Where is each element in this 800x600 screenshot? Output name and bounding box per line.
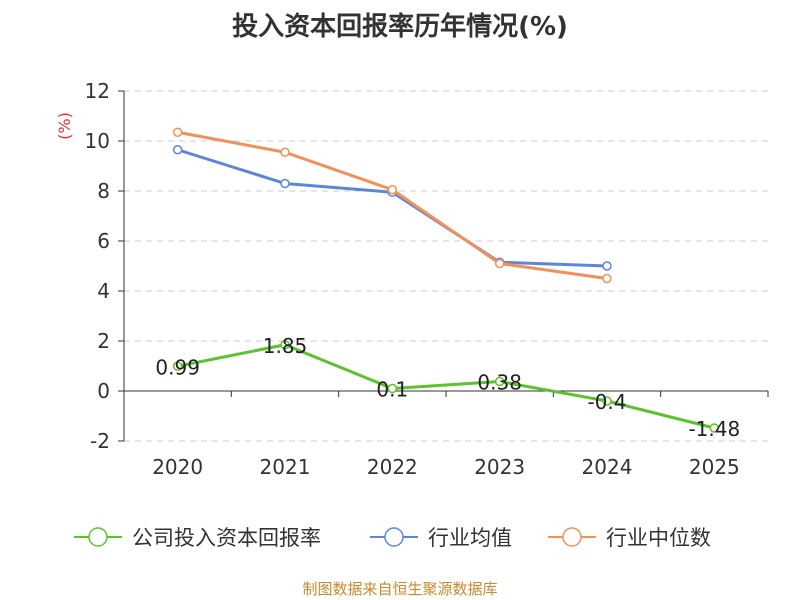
data-point bbox=[280, 147, 290, 157]
data-labels: 0.99 1.85 0.1 0.38 -0.4 -1.48 bbox=[155, 334, 740, 441]
legend: 公司投入资本回报率 行业均值 行业中位数 bbox=[74, 526, 711, 550]
data-label: 0.1 bbox=[376, 378, 408, 402]
data-label: -1.48 bbox=[688, 417, 740, 441]
legend-marker bbox=[384, 527, 404, 547]
legend-label: 行业均值 bbox=[428, 526, 512, 550]
y-tick-label: -2 bbox=[90, 429, 110, 453]
data-point bbox=[387, 185, 398, 195]
data-label: 1.85 bbox=[263, 334, 308, 358]
x-tick-label: 2020 bbox=[152, 455, 203, 479]
series-line bbox=[177, 130, 608, 280]
axes: -2 0 2 4 6 8 10 12 (%) 2020 2021 2022 2023 2024 2025 bbox=[55, 79, 769, 479]
legend-marker bbox=[562, 527, 582, 547]
data-point bbox=[280, 178, 290, 189]
data-point bbox=[709, 423, 720, 433]
x-tick-label: 2022 bbox=[367, 455, 418, 479]
data-point bbox=[172, 145, 183, 155]
grid-lines bbox=[124, 90, 768, 442]
data-point bbox=[387, 383, 398, 394]
series-line bbox=[177, 343, 715, 430]
x-tick-label: 2023 bbox=[474, 455, 525, 479]
legend-item: 行业中位数 bbox=[548, 526, 711, 550]
data-point bbox=[494, 258, 505, 269]
legend-marker bbox=[88, 527, 108, 547]
data-point bbox=[602, 273, 612, 284]
legend-item: 行业均值 bbox=[370, 526, 512, 550]
source-note: 制图数据来自恒生聚源数据库 bbox=[302, 580, 498, 598]
y-tick-label: 10 bbox=[85, 129, 110, 153]
data-point bbox=[172, 361, 183, 371]
legend-item: 公司投入资本回报率 bbox=[74, 526, 321, 550]
y-tick-label: 12 bbox=[85, 79, 110, 103]
y-tick-label: 6 bbox=[97, 229, 110, 253]
data-label: 0.99 bbox=[155, 355, 200, 379]
data-point bbox=[602, 261, 612, 271]
series-line bbox=[177, 148, 608, 268]
y-tick-label: 8 bbox=[97, 179, 110, 203]
x-tick-label: 2025 bbox=[689, 455, 740, 479]
legend-label: 行业中位数 bbox=[606, 526, 711, 550]
y-tick-label: 0 bbox=[97, 379, 110, 403]
x-tick-label: 2021 bbox=[260, 455, 311, 479]
x-tick-label: 2024 bbox=[582, 455, 633, 479]
data-point bbox=[602, 396, 612, 406]
y-tick-label: 4 bbox=[97, 279, 110, 303]
legend-label: 公司投入资本回报率 bbox=[132, 526, 321, 550]
chart-title: 投入资本回报率历年情况(%) bbox=[232, 12, 568, 42]
data-label: 0.38 bbox=[477, 371, 522, 395]
data-point bbox=[494, 376, 505, 387]
data-point bbox=[172, 127, 183, 137]
data-label: -0.4 bbox=[587, 390, 626, 414]
y-tick-label: 2 bbox=[97, 329, 110, 353]
series-lines bbox=[172, 127, 720, 433]
y-axis-label: (%) bbox=[55, 112, 74, 140]
data-point bbox=[280, 340, 290, 350]
